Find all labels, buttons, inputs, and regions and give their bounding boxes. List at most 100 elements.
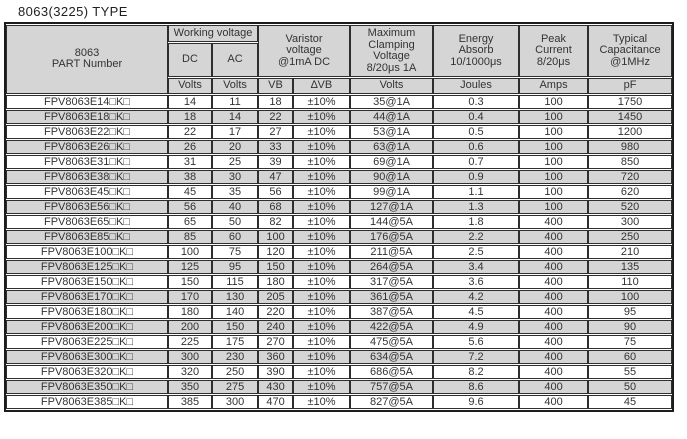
value-cell: 200 xyxy=(168,319,212,334)
value-cell: 475@5A xyxy=(350,334,434,349)
value-cell: 400 xyxy=(519,349,589,364)
value-cell: 100 xyxy=(519,94,589,109)
spec-table: 8063 PART Number Working voltage Varisto… xyxy=(4,22,675,412)
value-cell: 100 xyxy=(519,169,589,184)
value-cell: 82 xyxy=(258,214,294,229)
col-header-ac: AC xyxy=(212,43,259,77)
value-cell: ±10% xyxy=(293,319,351,334)
col-header-part-number: 8063 PART Number xyxy=(6,25,168,94)
value-cell: 99@1A xyxy=(350,184,434,199)
value-cell: 45 xyxy=(168,184,212,199)
value-cell: ±10% xyxy=(293,244,351,259)
table-row: FPV8063E22□K□ 22 17 27 ±10% 53@1A 0.5 100 1200 xyxy=(6,124,673,139)
value-cell: ±10% xyxy=(293,184,351,199)
value-cell: 22 xyxy=(258,109,294,124)
value-cell: ±10% xyxy=(293,259,351,274)
unit-vb: VB xyxy=(258,78,294,94)
part-number-cell: FPV8063E100□K□ xyxy=(6,244,168,259)
value-cell: 30 xyxy=(212,169,259,184)
value-cell: 150 xyxy=(212,319,259,334)
value-cell: 230 xyxy=(212,349,259,364)
value-cell: 50 xyxy=(212,214,259,229)
value-cell: 225 xyxy=(168,334,212,349)
value-cell: 264@5A xyxy=(350,259,434,274)
value-cell: 90@1A xyxy=(350,169,434,184)
value-cell: 35 xyxy=(212,184,259,199)
col-header-dc: DC xyxy=(168,43,212,77)
value-cell: 7.2 xyxy=(433,349,520,364)
value-cell: 100 xyxy=(519,154,589,169)
value-cell: 65 xyxy=(168,214,212,229)
value-cell: 35@1A xyxy=(350,94,434,109)
table-row: FPV8063E350□K□ 350 275 430 ±10% 757@5A 8.6 400 5… xyxy=(6,379,673,394)
value-cell: 400 xyxy=(519,274,589,289)
value-cell: 144@5A xyxy=(350,214,434,229)
table-row: FPV8063E200□K□ 200 150 240 ±10% 422@5A 4.9 400 9… xyxy=(6,319,673,334)
value-cell: 180 xyxy=(168,304,212,319)
value-cell: 400 xyxy=(519,304,589,319)
value-cell: 4.2 xyxy=(433,289,520,304)
value-cell: 275 xyxy=(212,379,259,394)
value-cell: 0.9 xyxy=(433,169,520,184)
value-cell: 2.2 xyxy=(433,229,520,244)
value-cell: 100 xyxy=(588,289,673,304)
col-header-working-voltage: Working voltage xyxy=(168,25,259,42)
value-cell: 0.7 xyxy=(433,154,520,169)
unit-dc-volts: Volts xyxy=(168,78,212,94)
part-number-cell: FPV8063E18□K□ xyxy=(6,109,168,124)
value-cell: 400 xyxy=(519,394,589,409)
col-header-energy-absorb: Energy Absorb 10/1000μs xyxy=(433,25,520,77)
value-cell: 422@5A xyxy=(350,319,434,334)
value-cell: 210 xyxy=(588,244,673,259)
value-cell: ±10% xyxy=(293,394,351,409)
value-cell: 520 xyxy=(588,199,673,214)
value-cell: ±10% xyxy=(293,199,351,214)
value-cell: 68 xyxy=(258,199,294,214)
value-cell: 33 xyxy=(258,139,294,154)
col-header-typical-capacitance: Typical Capacitance @1MHz xyxy=(588,25,673,77)
value-cell: 56 xyxy=(258,184,294,199)
part-number-cell: FPV8063E225□K□ xyxy=(6,334,168,349)
value-cell: 120 xyxy=(258,244,294,259)
value-cell: 400 xyxy=(519,364,589,379)
table-row: FPV8063E100□K□ 100 75 120 ±10% 211@5A 2.5 400 21… xyxy=(6,244,673,259)
value-cell: ±10% xyxy=(293,229,351,244)
unit-peak-amps: Amps xyxy=(519,78,589,94)
value-cell: 14 xyxy=(212,109,259,124)
value-cell: ±10% xyxy=(293,364,351,379)
page-title: 8063(3225) TYPE xyxy=(18,4,128,19)
value-cell: 300 xyxy=(168,349,212,364)
value-cell: ±10% xyxy=(293,214,351,229)
table-row: FPV8063E125□K□ 125 95 150 ±10% 264@5A 3.4 400 13… xyxy=(6,259,673,274)
part-number-cell: FPV8063E26□K□ xyxy=(6,139,168,154)
value-cell: ±10% xyxy=(293,304,351,319)
value-cell: 85 xyxy=(168,229,212,244)
value-cell: 850 xyxy=(588,154,673,169)
table-row: FPV8063E45□K□ 45 35 56 ±10% 99@1A 1.1 100 620 xyxy=(6,184,673,199)
value-cell: 400 xyxy=(519,259,589,274)
value-cell: 31 xyxy=(168,154,212,169)
unit-ac-volts: Volts xyxy=(212,78,259,94)
value-cell: 25 xyxy=(212,154,259,169)
value-cell: 3.6 xyxy=(433,274,520,289)
value-cell: 63@1A xyxy=(350,139,434,154)
value-cell: 170 xyxy=(168,289,212,304)
unit-energy-joules: Joules xyxy=(433,78,520,94)
value-cell: 26 xyxy=(168,139,212,154)
table-row: FPV8063E26□K□ 26 20 33 ±10% 63@1A 0.6 100 980 xyxy=(6,139,673,154)
part-number-cell: FPV8063E31□K□ xyxy=(6,154,168,169)
value-cell: 827@5A xyxy=(350,394,434,409)
col-header-max-clamping-voltage: Maximum Clamping Voltage 8/20μs 1A xyxy=(350,25,434,77)
value-cell: 11 xyxy=(212,94,259,109)
value-cell: 3.4 xyxy=(433,259,520,274)
value-cell: 150 xyxy=(168,274,212,289)
table-row: FPV8063E56□K□ 56 40 68 ±10% 127@1A 1.3 100 520 xyxy=(6,199,673,214)
value-cell: 22 xyxy=(168,124,212,139)
col-header-peak-current: Peak Current 8/20μs xyxy=(519,25,589,77)
value-cell: 387@5A xyxy=(350,304,434,319)
value-cell: 350 xyxy=(168,379,212,394)
value-cell: 9.6 xyxy=(433,394,520,409)
unit-delta-vb: ∆VB xyxy=(293,78,351,94)
value-cell: 17 xyxy=(212,124,259,139)
